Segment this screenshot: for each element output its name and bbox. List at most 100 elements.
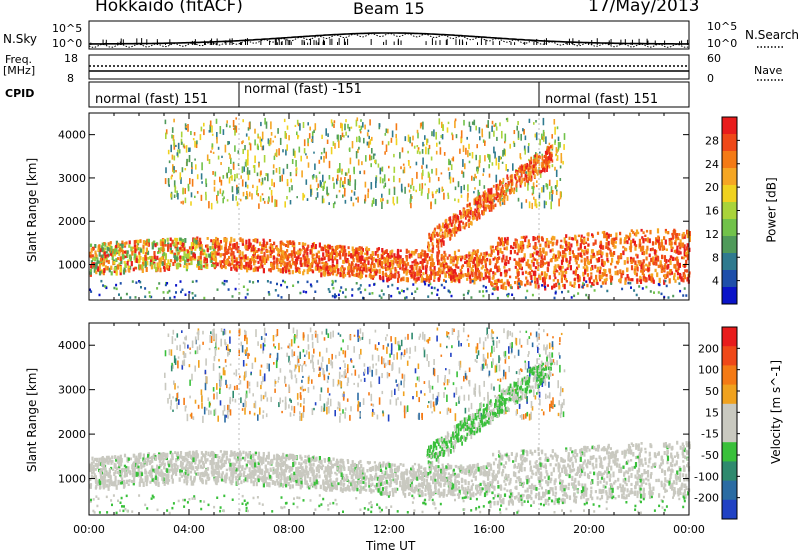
power-echo-pixel [642,231,645,235]
power-echo-pixel [494,263,497,267]
velocity-echo-pixel [642,490,645,496]
power-echo-pixel [495,189,498,195]
velocity-echo-pixel [517,492,520,496]
power-echo-pixel [551,144,554,150]
velocity-echo-pixel [634,474,637,479]
power-echo-pixel [502,196,505,201]
power-echo-pixel [197,256,200,260]
power-echo-pixel [339,179,342,188]
power-echo-pixel [503,247,506,251]
velocity-echo-pixel [591,462,594,467]
power-echo-pixel [549,154,552,158]
power-echo-pixel [301,170,303,178]
power-echo-pixel [344,257,347,263]
power-echo-pixel [364,194,367,202]
x-axis-title: Time UT [366,539,416,553]
power-echo-pixel [113,249,116,255]
power-echo-pixel [171,127,174,133]
power-echo-pixel [591,249,594,253]
power-echo-pixel [321,195,324,204]
power-echo-pixel [423,144,425,147]
power-echo-pixel [268,250,271,253]
power-echo-pixel [343,135,345,138]
power-echo-pixel [386,267,389,271]
power-echo-pixel [683,287,686,290]
power-echo-pixel [351,189,353,193]
power-echo-pixel [221,260,224,264]
power-echo-pixel [216,262,219,267]
power-echo-pixel [561,245,564,249]
velocity-echo-pixel [473,463,476,469]
power-echo-pixel [554,292,557,295]
power-echo-pixel [161,254,165,259]
power-echo-pixel [304,250,307,254]
power-echo-pixel [396,196,399,204]
power-echo-pixel [355,151,358,159]
power-echo-pixel [141,268,144,273]
power-echo-pixel [359,284,362,287]
power-echo-pixel [190,247,193,251]
power-echo-pixel [232,251,235,256]
power-echo-pixel [326,265,329,269]
power-echo-pixel [648,262,651,266]
power-echo-pixel [482,191,485,197]
power-echo-pixel [236,187,238,195]
power-echo-pixel [540,272,543,276]
power-echo-pixel [227,141,229,146]
power-echo-pixel [448,271,451,274]
power-echo-pixel [262,145,265,151]
velocity-echo-pixel [266,468,269,473]
power-echo-pixel [380,198,382,203]
power-echo-pixel [429,249,432,253]
power-echo-pixel [454,255,457,261]
power-echo-pixel [200,251,203,255]
velocity-echo-pixel [601,465,604,470]
power-echo-pixel [572,254,576,258]
power-echo-pixel [215,118,218,124]
power-echo-pixel [240,262,243,268]
power-echo-pixel [577,252,580,257]
power-echo-pixel [541,187,543,193]
velocity-echo-pixel [94,467,97,471]
velocity-echo-pixel [113,481,117,485]
power-echo-pixel [334,279,337,283]
velocity-echo-pixel [452,488,455,494]
velocity-echo-pixel [669,474,672,479]
power-echo-pixel [496,296,499,300]
power-echo-pixel [551,241,554,247]
power-echo-pixel [468,121,471,128]
power-echo-pixel [128,244,131,248]
power-echo-pixel [671,232,674,236]
power-echo-pixel [383,174,386,182]
velocity-echo-pixel [306,474,309,479]
power-echo-pixel [263,155,266,163]
power-echo-pixel [490,197,493,201]
power-echo-pixel [242,191,245,197]
power-echo-pixel [476,169,479,174]
power-echo-pixel [339,168,341,173]
power-echo-pixel [304,261,307,267]
power-echo-pixel [448,158,450,166]
power-echo-pixel [497,162,500,170]
power-echo-pixel [534,242,537,248]
power-echo-pixel [470,271,473,275]
power-echo-pixel [453,250,457,256]
power-echo-pixel [336,245,339,251]
power-echo-pixel [157,247,161,251]
power-echo-pixel [627,281,630,285]
power-echo-pixel [511,293,514,296]
velocity-echo-pixel [682,445,685,450]
power-echo-pixel [613,251,616,256]
power-echo-pixel [462,273,465,278]
power-echo-pixel [514,281,517,285]
power-echo-pixel [617,258,620,263]
power-echo-pixel [648,274,651,278]
power-echo-pixel [138,264,141,270]
power-echo-pixel [260,141,262,147]
power-echo-pixel [546,164,549,169]
power-echo-pixel [404,267,407,271]
power-echo-pixel [441,121,443,128]
power-echo-pixel [179,240,182,245]
power-echo-pixel [491,162,494,166]
power-echo-pixel [369,154,371,161]
